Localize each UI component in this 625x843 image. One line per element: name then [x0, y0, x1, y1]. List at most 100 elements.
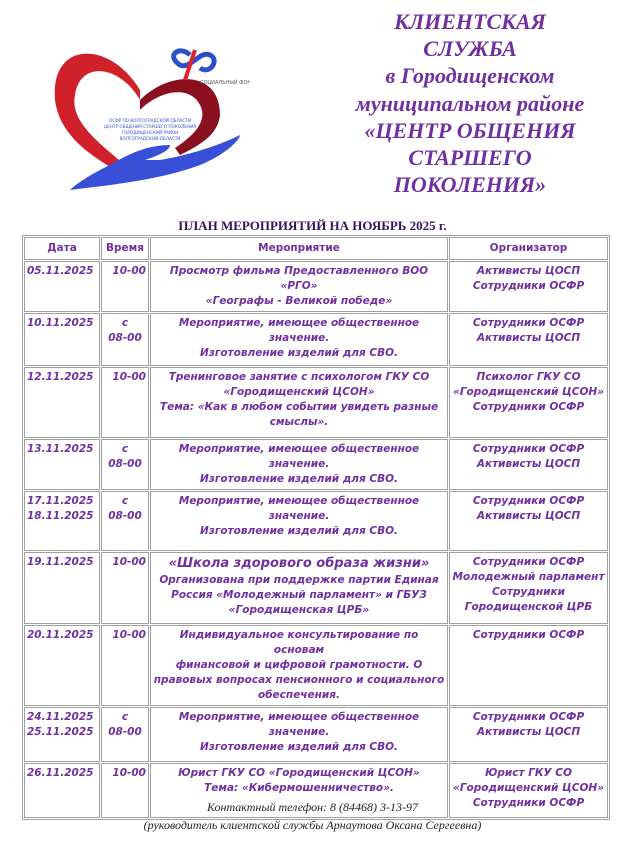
- cell-organizer-line: Городищенской ЦРБ: [464, 601, 593, 613]
- cell-event-line: Изготовление изделий для СВО.: [199, 525, 399, 537]
- logo-inner-text: ОСФР ПО ВОЛГОГРАДСКОЙ ОБЛАСТИ ЦЕНТР ОБЩЕ…: [104, 118, 196, 141]
- cell-organizer-line: Сотрудники ОСФР: [472, 629, 585, 641]
- cell-time: с 08-00: [101, 707, 149, 762]
- cell-event-line: Тренинговое занятие с психологом ГКУ СО: [168, 371, 430, 383]
- cell-event-line: Изготовление изделий для СВО.: [199, 347, 399, 359]
- cell-organizer-line: Психолог ГКУ СО: [476, 371, 581, 383]
- cell-organizer-line: «Городищенский ЦСОН»: [453, 782, 604, 794]
- cell-organizer-line: Активисты ЦОСП: [476, 510, 581, 522]
- cell-event-line: Изготовление изделий для СВО.: [199, 473, 399, 485]
- cell-date: 19.11.2025: [24, 552, 100, 624]
- cell-organizer-line: Активисты ЦОСП: [476, 332, 581, 344]
- cell-event-line: «Географы - Великой победе»: [205, 295, 393, 307]
- cell-organizer: Активисты ЦОСП Сотрудники ОСФР: [449, 261, 608, 312]
- cell-organizer-line: Сотрудники: [492, 586, 565, 598]
- cell-event-line: Тема: «Как в любом событии увидеть разны…: [159, 401, 439, 413]
- cell-date-line: 10.11.2025: [27, 317, 94, 329]
- cell-event-line: Мероприятие, имеющее общественное значен…: [178, 495, 420, 522]
- cell-time: 10-00: [101, 625, 149, 706]
- cell-time-line: 10-00: [112, 767, 146, 779]
- cell-organizer-line: Сотрудники ОСФР: [472, 443, 585, 455]
- cell-time: с 08-00: [101, 439, 149, 490]
- cell-date-line: 26.11.2025: [27, 767, 94, 779]
- cell-date-line: 25.11.2025: [27, 726, 94, 738]
- table-row: 13.11.2025 с 08-00 Мероприятие, имеющее общ…: [24, 439, 608, 490]
- cell-date-line: 20.11.2025: [27, 629, 94, 641]
- cell-event-line: Мероприятие, имеющее общественное значен…: [178, 443, 420, 470]
- title-line: «ЦЕНТР ОБЩЕНИЯ: [364, 117, 576, 143]
- sfr-text: СОЦИАЛЬНЫЙ ФОНД РОССИИ: [200, 79, 250, 86]
- cell-date: 20.11.2025: [24, 625, 100, 706]
- cell-time: 10-00: [101, 367, 149, 438]
- cell-event-line: Мероприятие, имеющее общественное значен…: [178, 711, 420, 738]
- cell-time-line: 10-00: [112, 556, 146, 568]
- cell-organizer-line: Сотрудники ОСФР: [472, 280, 585, 292]
- cell-time-line: 10-00: [112, 265, 146, 277]
- table-header: Дата Время Мероприятие Организатор: [24, 237, 608, 260]
- cell-organizer-line: Сотрудники ОСФР: [472, 495, 585, 507]
- cell-date: 10.11.2025: [24, 313, 100, 366]
- svg-text:ВОЛГОГРАДСКОЙ ОБЛАСТИ: ВОЛГОГРАДСКОЙ ОБЛАСТИ: [120, 136, 181, 141]
- cell-organizer-line: Сотрудники ОСФР: [472, 797, 585, 809]
- table-row: 26.11.2025 10-00 Юрист ГКУ СО «Городищенск…: [24, 763, 608, 818]
- cell-organizer-line: Молодежный парламент: [452, 571, 605, 583]
- cell-date: 24.11.2025 25.11.2025: [24, 707, 100, 762]
- table-row: 17.11.2025 18.11.2025 с 08-00 Мероприятие, и…: [24, 491, 608, 551]
- logo: СОЦИАЛЬНЫЙ ФОНД РОССИИ ОСФР ПО ВОЛГОГРАД…: [54, 48, 250, 190]
- cell-date-line: 05.11.2025: [27, 265, 94, 277]
- header-event: Мероприятие: [150, 237, 448, 260]
- cell-date: 05.11.2025: [24, 261, 100, 312]
- cell-date-line: 24.11.2025: [27, 711, 94, 723]
- cell-organizer: Сотрудники ОСФР Молодежный парламент Сотру…: [449, 552, 608, 624]
- cell-time-line: 08-00: [108, 726, 142, 738]
- svg-text:ЦЕНТР ОБЩЕНИЯ СТАРШЕГО ПОКОЛЕН: ЦЕНТР ОБЩЕНИЯ СТАРШЕГО ПОКОЛЕНИЯ: [104, 124, 196, 129]
- cell-time-line: с: [121, 317, 129, 329]
- cell-organizer-line: «Городищенский ЦСОН»: [453, 386, 604, 398]
- cell-event-line: Россия «Молодежный парламент» и ГБУЗ: [171, 589, 427, 601]
- cell-time-line: 08-00: [108, 332, 142, 344]
- cell-organizer: Сотрудники ОСФР: [449, 625, 608, 706]
- cell-time: 10-00: [101, 763, 149, 818]
- cell-date: 13.11.2025: [24, 439, 100, 490]
- cell-organizer: Сотрудники ОСФР Активисты ЦОСП: [449, 439, 608, 490]
- table-row: 12.11.2025 10-00 Тренинговое занятие с пси…: [24, 367, 608, 438]
- cell-time-line: 10-00: [112, 371, 146, 383]
- title-line: СЛУЖБА: [423, 36, 517, 62]
- cell-event: Юрист ГКУ СО «Городищенский ЦСОН» Тема: «…: [150, 763, 448, 818]
- cell-organizer-line: Сотрудники ОСФР: [472, 556, 585, 568]
- cell-time-line: 08-00: [108, 458, 142, 470]
- title-line: СТАРШЕГО: [408, 145, 532, 171]
- title-line: муниципальном районе: [355, 90, 585, 116]
- svg-text:ОСФР ПО ВОЛГОГРАДСКОЙ ОБЛАСТИ: ОСФР ПО ВОЛГОГРАДСКОЙ ОБЛАСТИ: [109, 118, 191, 123]
- table-row: 05.11.2025 10-00 Просмотр фильма Предостав…: [24, 261, 608, 312]
- cell-event-line: Тема: «Кибермошенничество».: [204, 782, 394, 794]
- table-row: 20.11.2025 10-00 Индивидуальное консультир…: [24, 625, 608, 706]
- cell-event-line: обеспечения.: [258, 689, 340, 701]
- cell-organizer-line: Сотрудники ОСФР: [472, 401, 585, 413]
- cell-organizer-line: Сотрудники ОСФР: [472, 317, 585, 329]
- cell-event-line: Юрист ГКУ СО «Городищенский ЦСОН»: [178, 767, 420, 779]
- title-line: в Городищенском: [385, 63, 555, 89]
- title-line: ПОКОЛЕНИЯ»: [393, 172, 547, 198]
- cell-time: 10-00: [101, 261, 149, 312]
- heart-right-icon: [140, 79, 220, 155]
- cell-date-line: 19.11.2025: [27, 556, 94, 568]
- cell-event-line: Просмотр фильма Предоставленного ВОО «РГ…: [169, 265, 429, 292]
- hand-icon: [70, 135, 240, 190]
- cell-event: Индивидуальное консультирование по основ…: [150, 625, 448, 706]
- cell-event-line: Организована при поддержке партии Единая: [159, 574, 439, 586]
- title-line: КЛИЕНТСКАЯ: [394, 9, 546, 34]
- cell-event: Тренинговое занятие с психологом ГКУ СО «…: [150, 367, 448, 438]
- cell-organizer-line: Сотрудники ОСФР: [472, 711, 585, 723]
- cell-organizer-line: Активисты ЦОСП: [476, 726, 581, 738]
- cell-time-line: 10-00: [112, 629, 146, 641]
- cell-date: 17.11.2025 18.11.2025: [24, 491, 100, 551]
- cell-organizer-line: Юрист ГКУ СО: [485, 767, 572, 779]
- event-title: «Школа здорового образа жизни»: [168, 556, 430, 571]
- cell-date-line: 13.11.2025: [27, 443, 94, 455]
- cell-time-line: 08-00: [108, 510, 142, 522]
- cell-organizer: Сотрудники ОСФР Активисты ЦОСП: [449, 313, 608, 366]
- contact-person: (руководитель клиентской службы Арнаутов…: [143, 818, 482, 832]
- sfr-emblem-icon: [171, 48, 217, 81]
- cell-time-line: с: [121, 443, 129, 455]
